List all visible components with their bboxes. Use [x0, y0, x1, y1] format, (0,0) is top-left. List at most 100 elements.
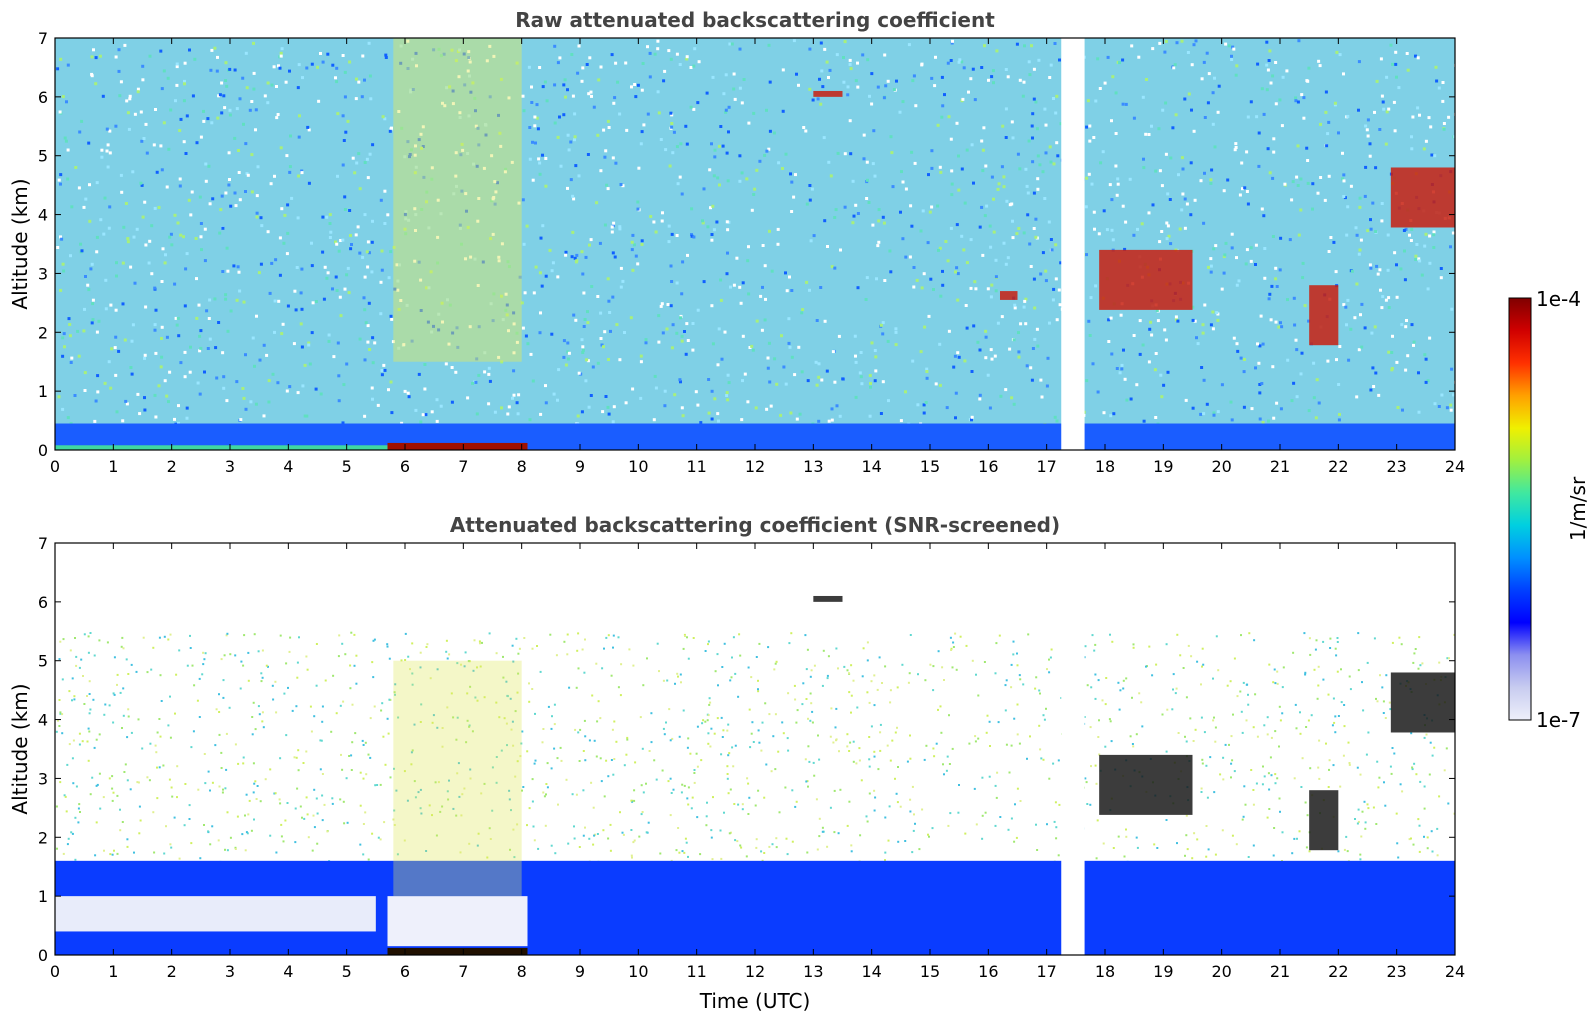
heatmap-speckle	[671, 323, 675, 327]
heatmap-speckle	[1337, 850, 1340, 853]
heatmap-speckle	[477, 832, 480, 835]
heatmap-speckle	[430, 410, 434, 414]
heatmap-speckle	[1263, 276, 1267, 280]
heatmap-speckle	[1109, 633, 1111, 636]
heatmap-speckle	[1031, 347, 1035, 350]
heatmap-speckle	[1272, 137, 1276, 141]
heatmap-speckle	[488, 95, 492, 99]
heatmap-speckle	[626, 736, 629, 739]
heatmap-speckle	[419, 309, 423, 312]
heatmap-speckle	[827, 419, 831, 423]
heatmap-speckle	[226, 329, 230, 333]
heatmap-speckle	[220, 751, 223, 754]
heatmap-speckle	[226, 811, 229, 814]
heatmap-speckle	[430, 330, 434, 334]
heatmap-speckle	[1232, 47, 1236, 51]
heatmap-speckle	[319, 739, 322, 742]
heatmap-speckle	[315, 797, 318, 800]
heatmap-speckle	[72, 782, 75, 785]
heatmap-speckle	[1270, 284, 1274, 288]
heatmap-speckle	[337, 655, 340, 658]
heatmap-speckle	[71, 757, 74, 760]
heatmap-speckle	[1112, 412, 1116, 416]
heatmap-speckle	[732, 72, 736, 76]
heatmap-speckle	[1053, 415, 1057, 419]
heatmap-speckle	[1382, 700, 1385, 703]
heatmap-speckle	[836, 151, 840, 155]
heatmap-speckle	[86, 695, 88, 697]
heatmap-speckle	[981, 169, 985, 173]
x-tick-label: 15	[920, 962, 940, 981]
heatmap-speckle	[954, 270, 957, 274]
heatmap-speckle	[716, 412, 720, 416]
heatmap-speckle	[909, 757, 912, 760]
heatmap-speckle	[349, 247, 353, 251]
heatmap-speckle	[91, 298, 95, 302]
heatmap-speckle	[411, 642, 414, 645]
heatmap-speckle	[1299, 732, 1302, 735]
heatmap-speckle	[236, 815, 239, 818]
heatmap-speckle	[755, 656, 758, 658]
heatmap-speckle	[512, 393, 516, 397]
heatmap-speckle	[1307, 409, 1311, 413]
heatmap-speckle	[167, 724, 170, 727]
heatmap-speckle	[421, 145, 425, 148]
x-tick-label: 17	[1036, 457, 1056, 476]
heatmap-speckle	[630, 248, 634, 252]
heatmap-speckle	[1205, 764, 1208, 767]
heatmap-speckle	[835, 53, 839, 57]
heatmap-speckle	[392, 245, 396, 249]
heatmap-speckle	[568, 686, 571, 689]
heatmap-speckle	[1232, 713, 1234, 716]
heatmap-speckle	[545, 783, 548, 785]
heatmap-speckle	[557, 803, 559, 806]
heatmap-speckle	[1440, 393, 1444, 397]
heatmap-speckle	[1270, 774, 1273, 777]
heatmap-speckle	[590, 781, 593, 784]
y-tick-label: 7	[38, 29, 48, 48]
heatmap-speckle	[222, 696, 225, 699]
heatmap-speckle	[1014, 803, 1016, 806]
heatmap-speckle	[514, 775, 517, 778]
heatmap-speckle	[108, 151, 112, 155]
heatmap-speckle	[871, 223, 875, 227]
heatmap-speckle	[1209, 264, 1213, 268]
heatmap-speckle	[678, 378, 682, 382]
x-tick-label: 9	[575, 962, 585, 981]
heatmap-speckle	[335, 712, 338, 715]
heatmap-speckle	[987, 78, 990, 82]
heatmap-speckle	[1083, 716, 1086, 718]
heatmap-speckle	[1178, 227, 1182, 231]
heatmap-speckle	[801, 703, 804, 706]
heatmap-speckle	[1132, 643, 1135, 646]
heatmap-speckle	[1048, 145, 1052, 149]
heatmap-speckle	[820, 378, 824, 382]
heatmap-speckle	[1252, 844, 1255, 847]
heatmap-speckle	[1013, 306, 1017, 310]
heatmap-speckle	[786, 853, 789, 856]
heatmap-speckle	[974, 287, 978, 291]
heatmap-speckle	[809, 692, 812, 695]
heatmap-speckle	[817, 419, 821, 423]
heatmap-speckle	[604, 395, 608, 398]
heatmap-speckle	[687, 786, 690, 789]
heatmap-speckle	[281, 322, 285, 326]
heatmap-speckle	[169, 633, 172, 636]
heatmap-speckle	[1027, 633, 1030, 636]
heatmap-speckle	[387, 732, 390, 735]
heatmap-speckle	[944, 240, 948, 243]
heatmap-speckle	[1121, 102, 1125, 106]
heatmap-speckle	[183, 82, 186, 86]
heatmap-speckle	[407, 218, 411, 222]
heatmap-speckle	[675, 145, 679, 149]
heatmap-speckle	[1093, 227, 1096, 231]
heatmap-speckle	[593, 834, 596, 837]
heatmap-speckle	[122, 687, 125, 690]
heatmap-speckle	[607, 634, 610, 637]
heatmap-speckle	[557, 368, 561, 372]
heatmap-speckle	[1268, 49, 1272, 53]
heatmap-speckle	[1176, 633, 1179, 636]
heatmap-speckle	[393, 691, 396, 694]
heatmap-speckle	[373, 638, 376, 641]
heatmap-speckle	[237, 171, 241, 174]
